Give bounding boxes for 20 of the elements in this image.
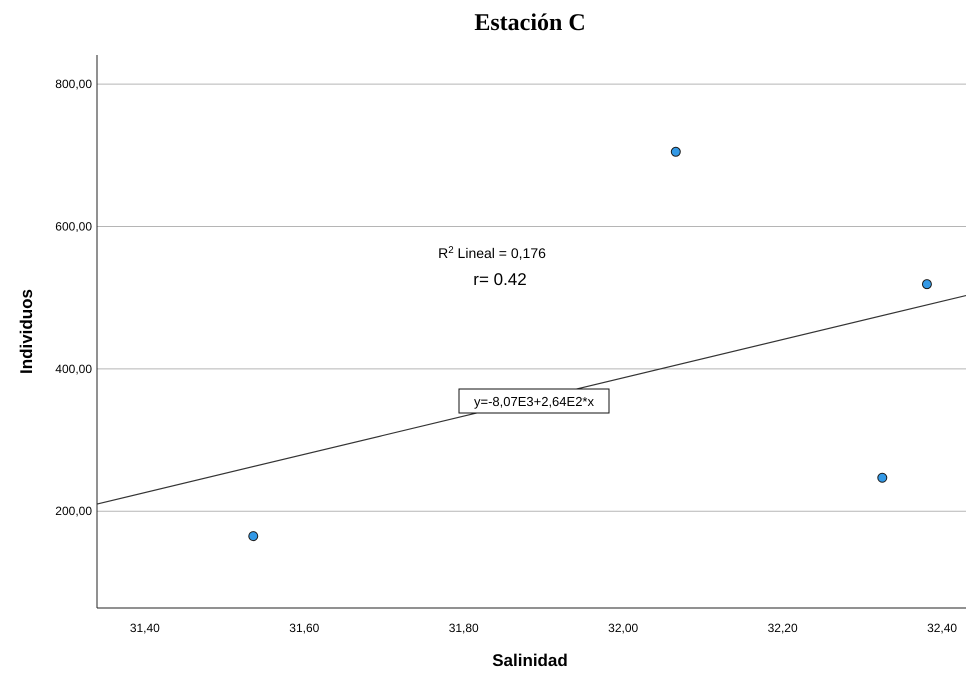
y-axis-title: Individuos xyxy=(17,289,36,374)
x-tick-label: 31,60 xyxy=(289,621,320,635)
x-tick-label: 32,00 xyxy=(608,621,639,635)
x-axis-title: Salinidad xyxy=(492,651,568,670)
point xyxy=(670,146,681,157)
annotation: y=-8,07E3+2,64E2*x xyxy=(474,394,594,409)
chart-title: Estación C xyxy=(474,10,586,36)
y-tick-label: 800,00 xyxy=(55,77,92,92)
annotation: R$^{2}$ Lineal = 0,176 xyxy=(438,244,546,261)
annotation: r= 0.42 xyxy=(473,270,527,289)
x-tick-label: 31,40 xyxy=(130,621,160,635)
x-tick-label: 32,40 xyxy=(927,621,958,635)
point xyxy=(877,472,888,483)
y-tick-label: 400,00 xyxy=(55,362,92,376)
y-tick-label: 200,00 xyxy=(55,504,92,518)
point xyxy=(922,279,932,290)
point xyxy=(248,531,258,542)
x-tick-label: 31,80 xyxy=(448,621,480,635)
x-tick-label: 32,20 xyxy=(768,621,798,635)
y-tick-label: 600,00 xyxy=(55,220,92,234)
